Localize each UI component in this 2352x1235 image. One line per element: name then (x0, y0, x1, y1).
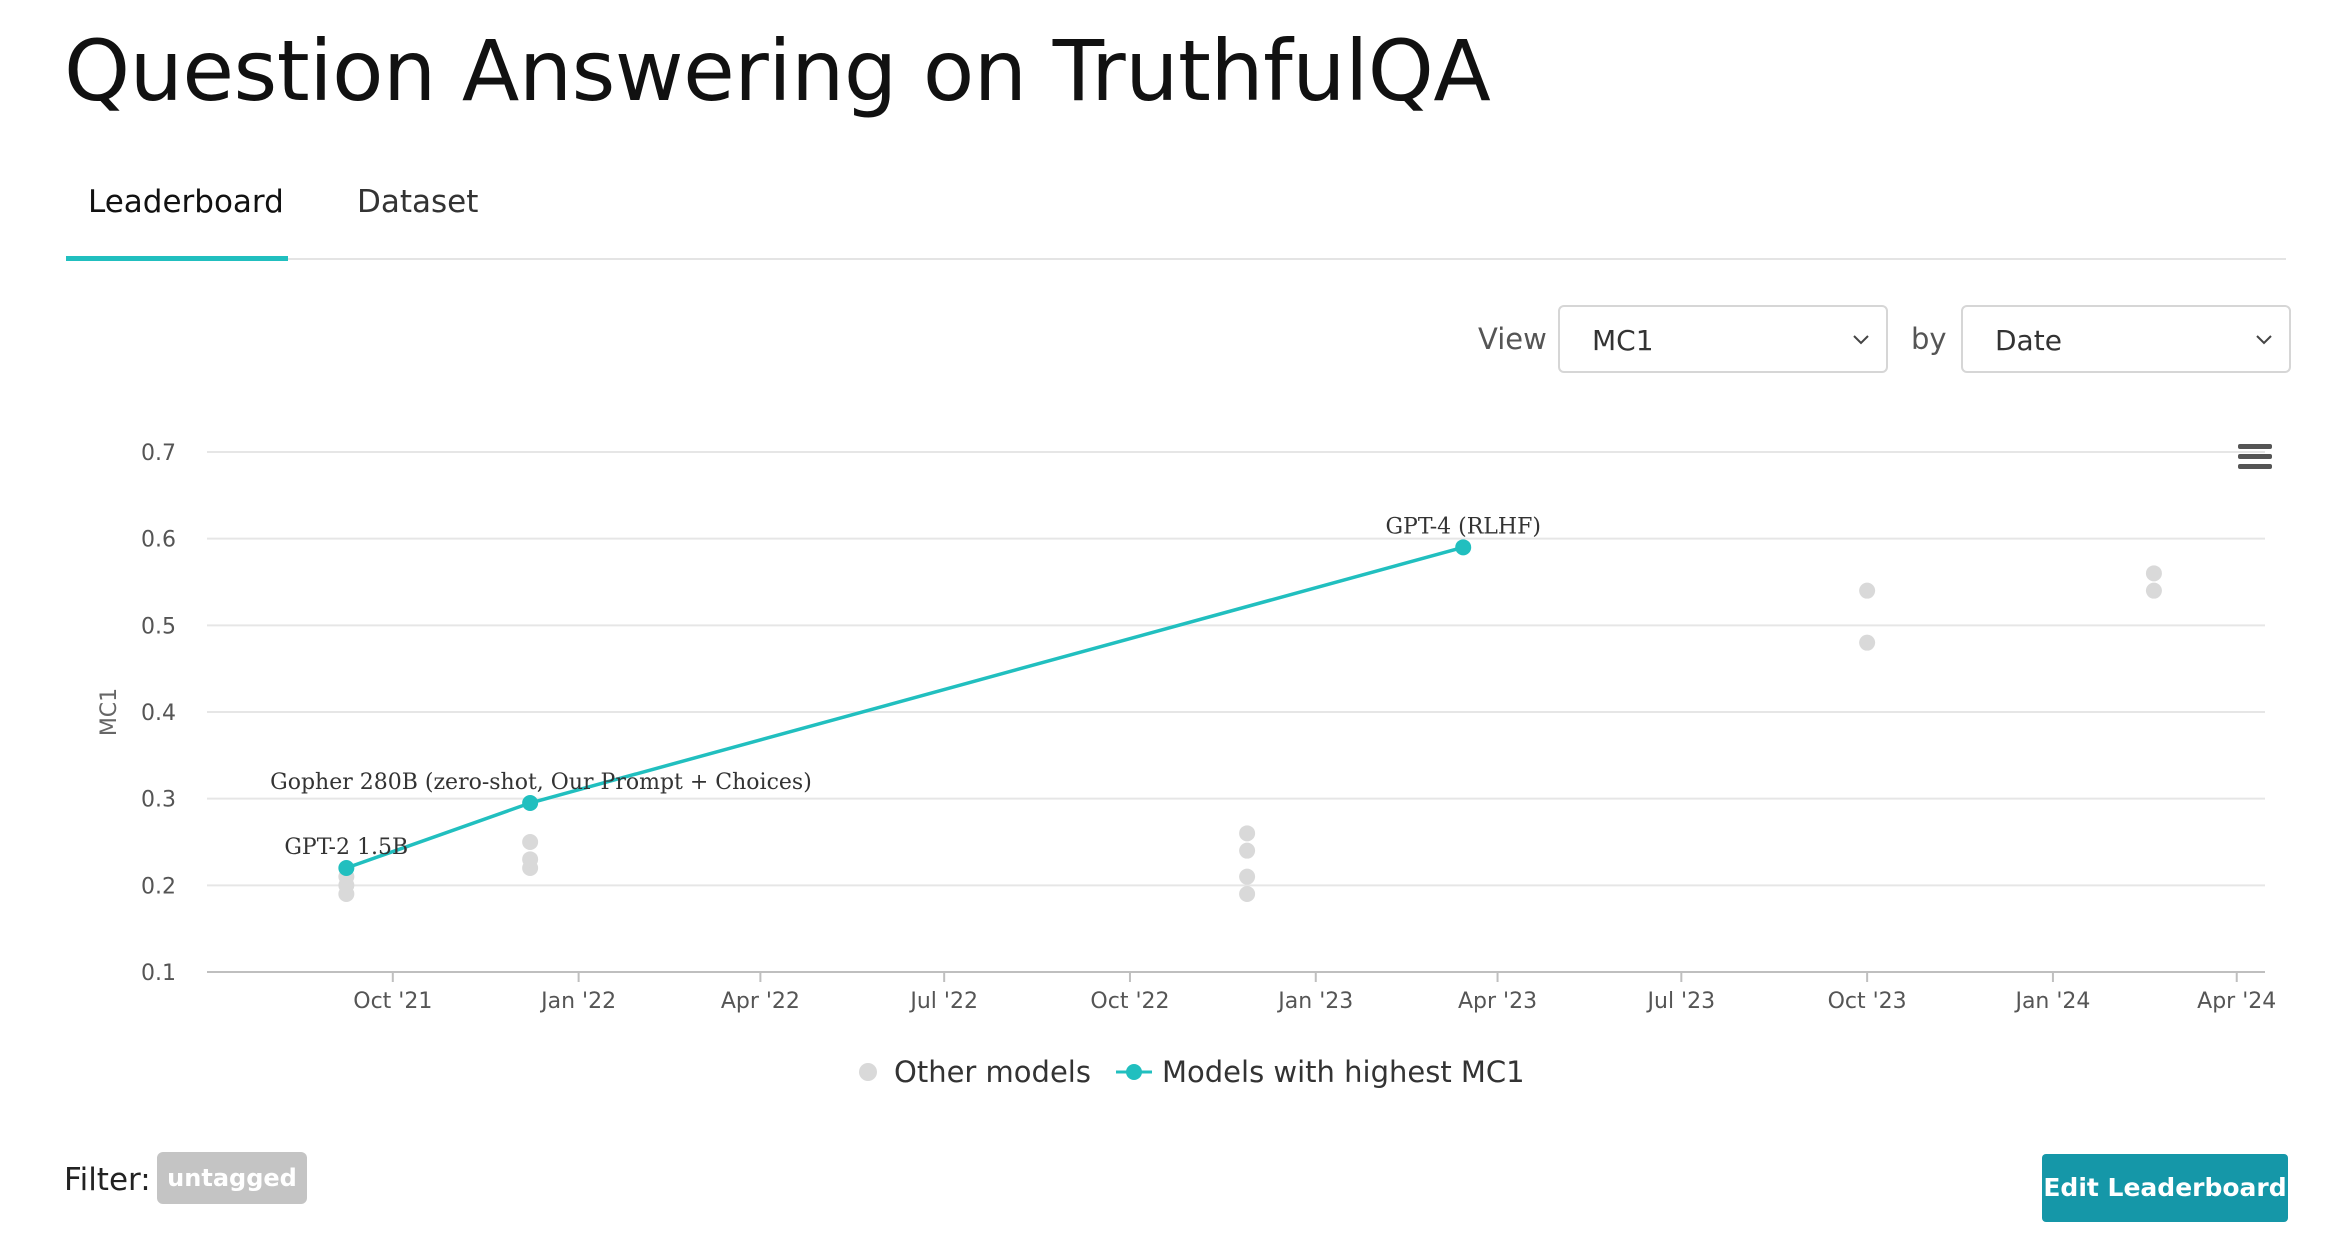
by-label: by (1911, 322, 1947, 356)
chart-points (338, 539, 2162, 902)
chart-grid (207, 451, 2265, 973)
x-tick-label: Apr '24 (2197, 989, 2276, 1014)
x-tick-label: Oct '23 (1828, 989, 1907, 1014)
view-label: View (1478, 322, 1547, 356)
chart-lines (345, 545, 1464, 870)
best-model-line (345, 545, 1464, 870)
legend-item-highest[interactable]: Models with highest MC1 (1116, 1055, 1525, 1089)
x-tick-label: Apr '23 (1458, 989, 1537, 1014)
x-tick-label: Jan '24 (2013, 989, 2090, 1014)
edit-leaderboard-button[interactable]: Edit Leaderboard (2042, 1154, 2288, 1222)
legend-label-other: Other models (894, 1055, 1091, 1089)
sort-by-select-value: Date (1995, 324, 2062, 357)
metric-select-value: MC1 (1592, 324, 1654, 357)
y-tick-label: 0.6 (141, 528, 176, 553)
legend-label-highest: Models with highest MC1 (1162, 1055, 1525, 1089)
other-model-point[interactable] (1239, 842, 1256, 859)
best-model-label: GPT-4 (RLHF) (1385, 514, 1540, 539)
x-tick-label: Jul '22 (908, 989, 978, 1014)
legend-marker-other (859, 1063, 877, 1081)
other-model-point[interactable] (1859, 582, 1876, 599)
leaderboard-chart: 0.1 0.2 0.3 0.4 0.5 0.6 0.7 Oct '21 Jan '22 Apr '… (97, 441, 2276, 1089)
filter-tag-untagged[interactable]: untagged (157, 1152, 307, 1204)
chevron-down-icon (2256, 335, 2272, 345)
other-model-point[interactable] (2145, 582, 2162, 599)
other-model-point[interactable] (1239, 868, 1256, 885)
best-model-point[interactable] (522, 795, 539, 811)
metric-select[interactable]: MC1 (1558, 305, 1888, 373)
other-model-point[interactable] (1859, 634, 1876, 651)
tab-bar: Leaderboard Dataset (66, 170, 2286, 261)
sort-by-select[interactable]: Date (1961, 305, 2291, 373)
other-model-point[interactable] (1239, 825, 1256, 842)
filter-label: Filter: (64, 1162, 151, 1198)
chart-annotations: GPT-2 1.5B Gopher 280B (zero-shot, Our Pr… (270, 514, 1541, 860)
y-tick-label: 0.3 (141, 788, 176, 813)
other-model-point[interactable] (522, 834, 539, 850)
y-tick-label: 0.7 (141, 441, 176, 466)
x-tick-label: Oct '22 (1090, 989, 1169, 1014)
x-tick-label: Jul '23 (1646, 989, 1716, 1014)
other-model-point[interactable] (522, 851, 539, 868)
y-axis-title: MC1 (97, 688, 122, 736)
x-tick-label: Oct '21 (353, 989, 432, 1014)
best-model-label: Gopher 280B (zero-shot, Our Prompt + Cho… (270, 770, 812, 795)
tab-dataset[interactable]: Dataset (357, 184, 479, 220)
chart-legend: Other models Models with highest MC1 (859, 1055, 1525, 1089)
best-model-point[interactable] (338, 860, 355, 876)
chart-axes: 0.1 0.2 0.3 0.4 0.5 0.6 0.7 Oct '21 Jan '22 Apr '… (141, 441, 2276, 1014)
y-tick-label: 0.4 (141, 701, 176, 726)
active-tab-indicator (66, 256, 288, 261)
best-model-label: GPT-2 1.5B (284, 835, 408, 860)
page-title: Question Answering on TruthfulQA (64, 22, 1491, 120)
chevron-down-icon (1853, 335, 1869, 345)
x-tick-label: Jan '22 (539, 989, 616, 1014)
tab-leaderboard[interactable]: Leaderboard (88, 184, 284, 220)
y-tick-label: 0.1 (141, 961, 176, 986)
x-tick-label: Apr '22 (721, 989, 800, 1014)
y-tick-label: 0.2 (141, 874, 176, 899)
x-tick-label: Jan '23 (1276, 989, 1353, 1014)
other-model-point[interactable] (1239, 886, 1256, 902)
tab-divider (66, 258, 2286, 260)
other-model-point[interactable] (2145, 565, 2162, 582)
legend-item-other[interactable]: Other models (859, 1055, 1091, 1089)
y-tick-label: 0.5 (141, 614, 176, 639)
hamburger-menu-icon[interactable] (2238, 444, 2272, 469)
legend-marker-highest (1126, 1064, 1142, 1080)
best-model-point[interactable] (1455, 539, 1472, 556)
